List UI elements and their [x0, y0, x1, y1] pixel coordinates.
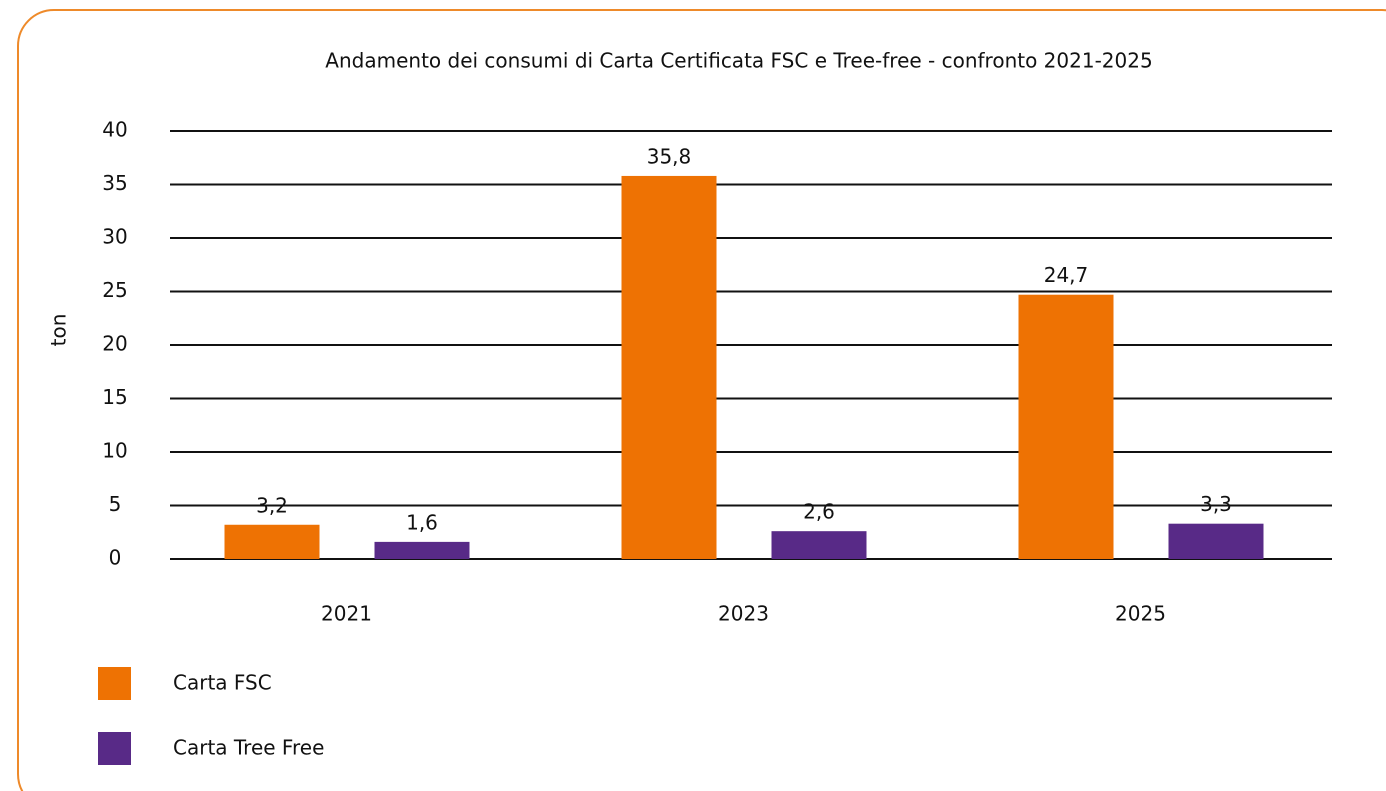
- bar: [374, 541, 470, 559]
- y-tick-label: 5: [109, 492, 122, 516]
- y-axis-label: ton: [47, 314, 71, 347]
- bar: [1018, 294, 1114, 559]
- bar: [771, 531, 867, 559]
- y-tick-label: 30: [102, 225, 127, 249]
- bar: [1168, 523, 1264, 559]
- frame: [17, 9, 1386, 791]
- y-tick-label: 35: [102, 171, 127, 195]
- y-tick-label: 40: [102, 118, 127, 142]
- data-label: 35,8: [647, 144, 692, 168]
- y-tick-label: 10: [102, 439, 127, 463]
- y-tick-label: 25: [102, 278, 127, 302]
- bar: [224, 524, 320, 559]
- bar: [621, 175, 717, 559]
- legend-swatch: [98, 732, 131, 765]
- x-tick-label: 2021: [321, 602, 372, 626]
- legend-swatch: [98, 667, 131, 700]
- data-label: 1,6: [406, 510, 438, 534]
- legend-label: Carta FSC: [173, 671, 272, 695]
- legend-label: Carta Tree Free: [173, 736, 324, 760]
- data-label: 24,7: [1044, 263, 1089, 287]
- data-label: 3,3: [1200, 492, 1232, 516]
- data-label: 3,2: [256, 493, 288, 517]
- y-tick-label: 20: [102, 332, 127, 356]
- y-tick-label: 0: [109, 546, 122, 570]
- data-label: 2,6: [803, 500, 835, 524]
- chart-title: Andamento dei consumi di Carta Certifica…: [325, 49, 1152, 73]
- x-tick-label: 2025: [1115, 602, 1166, 626]
- x-tick-label: 2023: [718, 602, 769, 626]
- y-tick-label: 15: [102, 385, 127, 409]
